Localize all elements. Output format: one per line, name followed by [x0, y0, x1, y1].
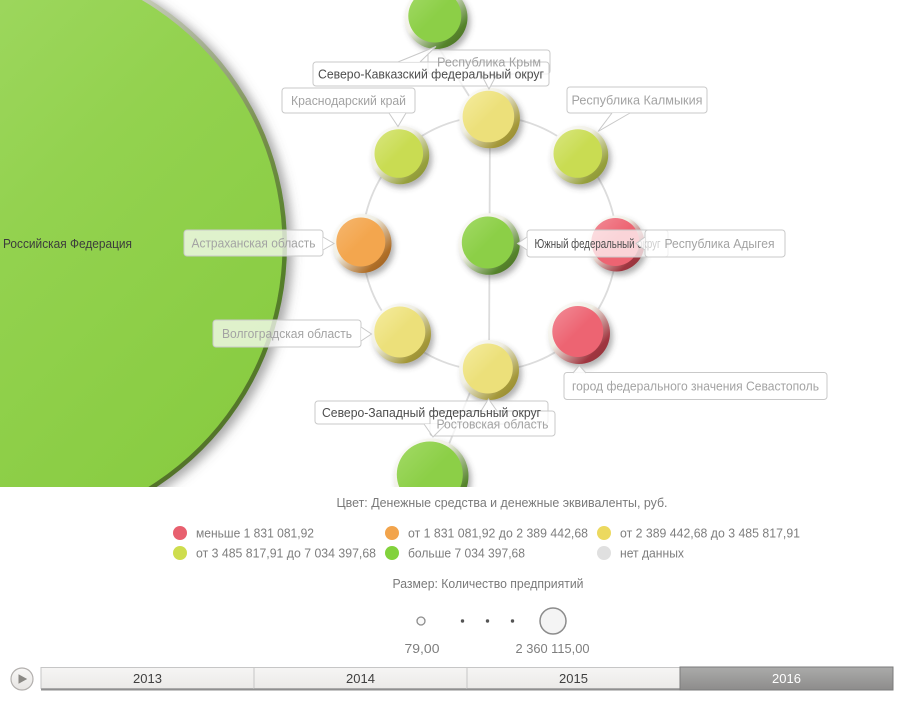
svg-text:Северо-Западный федеральный ок: Северо-Западный федеральный округ [322, 405, 541, 420]
svg-text:2013: 2013 [133, 671, 162, 686]
svg-text:Волгоградская область: Волгоградская область [222, 326, 352, 341]
svg-text:Ростовская область: Ростовская область [437, 417, 549, 432]
svg-text:79,00: 79,00 [405, 641, 440, 656]
svg-text:город федерального значения Се: город федерального значения Севастополь [572, 379, 819, 394]
svg-text:Цвет: Денежные средства и дене: Цвет: Денежные средства и денежные эквив… [337, 495, 668, 510]
svg-text:2016: 2016 [772, 671, 801, 686]
svg-text:Российская Федерация: Российская Федерация [3, 236, 132, 251]
svg-text:Краснодарский край: Краснодарский край [291, 93, 406, 108]
svg-text:Республика Калмыкия: Республика Калмыкия [572, 93, 703, 108]
svg-text:от 3 485 817,91 до 7 034 397,6: от 3 485 817,91 до 7 034 397,68 [196, 546, 376, 561]
svg-text:больше 7 034 397,68: больше 7 034 397,68 [408, 546, 525, 561]
svg-text:Республика Адыгея: Республика Адыгея [665, 236, 775, 251]
svg-text:2014: 2014 [346, 671, 375, 686]
svg-text:от 1 831 081,92 до 2 389 442,6: от 1 831 081,92 до 2 389 442,68 [408, 526, 588, 541]
svg-text:Северо-Кавказский федеральный: Северо-Кавказский федеральный округ [318, 67, 544, 82]
svg-text:от 2 389 442,68 до 3 485 817,9: от 2 389 442,68 до 3 485 817,91 [620, 526, 800, 541]
svg-text:Размер: Количество предприятий: Размер: Количество предприятий [393, 576, 584, 591]
svg-text:Астраханская область: Астраханская область [192, 236, 316, 251]
svg-text:2 360 115,00: 2 360 115,00 [516, 641, 590, 656]
svg-text:2015: 2015 [559, 671, 588, 686]
svg-text:меньше 1 831 081,92: меньше 1 831 081,92 [196, 526, 314, 541]
svg-text:Южный федеральный округ: Южный федеральный округ [535, 236, 661, 251]
svg-text:Республика Крым: Республика Крым [437, 55, 541, 70]
svg-text:нет данных: нет данных [620, 546, 684, 561]
